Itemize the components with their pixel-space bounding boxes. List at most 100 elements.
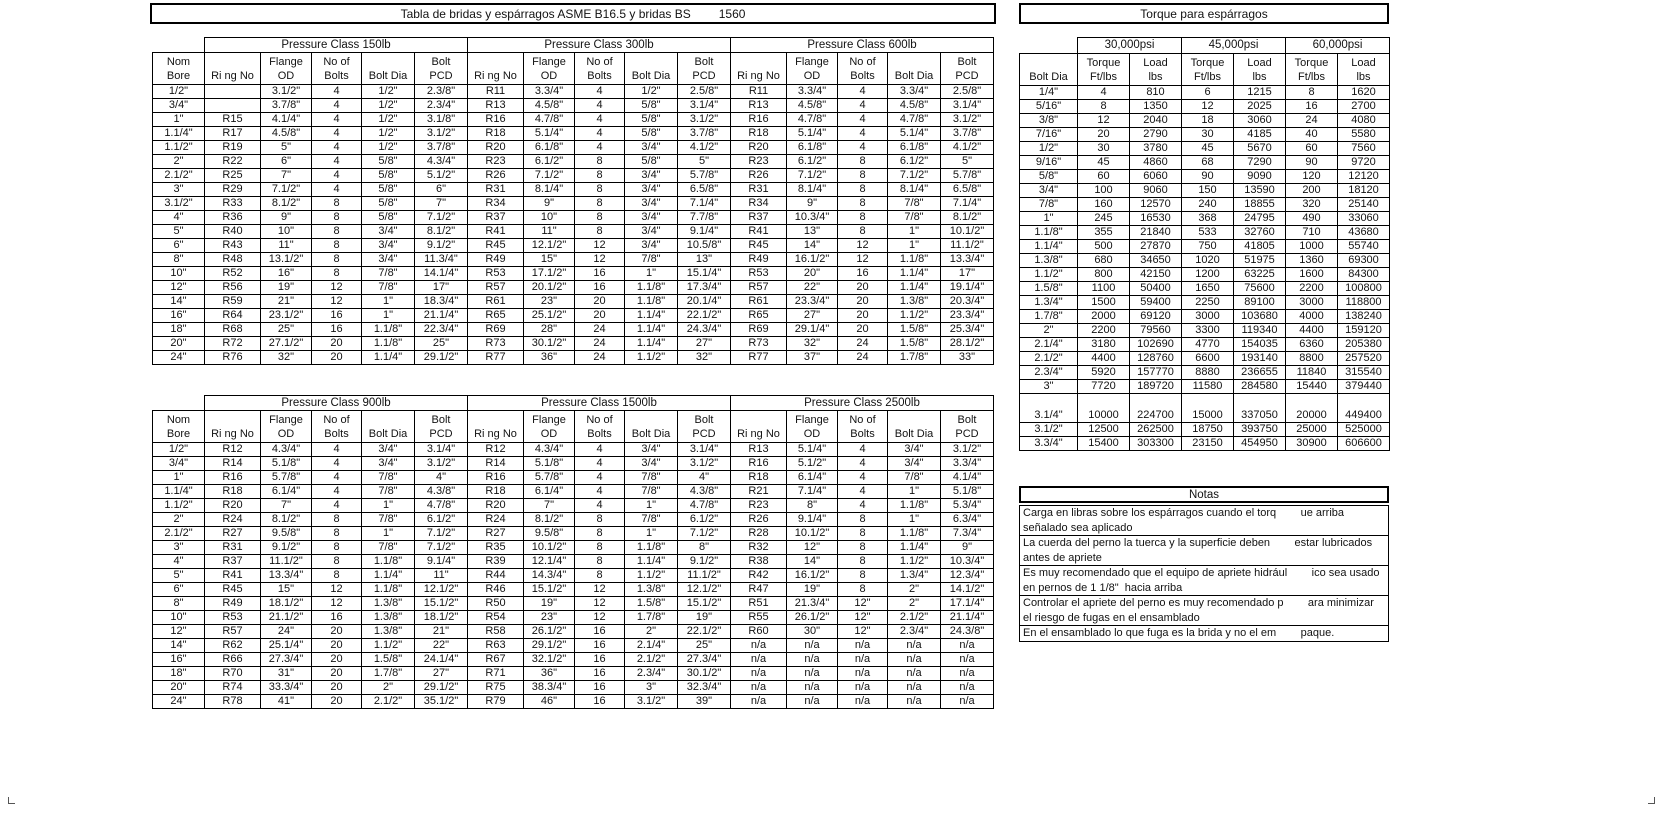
- table-cell: R45: [204, 582, 261, 597]
- table-cell: 24.3/4": [677, 322, 731, 337]
- pressure-class-title: Pressure Class 2500lb: [730, 395, 994, 411]
- table-cell: 12: [1181, 99, 1234, 114]
- table-cell: 3000: [1285, 295, 1338, 310]
- table-cell: 30: [1077, 141, 1130, 156]
- table-cell: R45: [730, 238, 787, 253]
- table-cell: 5580: [1337, 127, 1390, 142]
- table-cell: n/a: [940, 694, 994, 709]
- table-cell: 60: [1077, 169, 1130, 184]
- table-cell: 1/2": [361, 84, 415, 99]
- pressure-class-title: Pressure Class 600lb: [730, 37, 994, 53]
- table-cell: 1.5/8": [887, 322, 941, 337]
- table-cell: 2.5/8": [940, 84, 994, 99]
- pressure-class-title: Pressure Class 150lb: [204, 37, 468, 53]
- table-cell: 7.1/2": [677, 526, 731, 541]
- table-cell: 6": [414, 182, 468, 197]
- table-cell: n/a: [940, 666, 994, 681]
- page-title: Tabla de bridas y espárragos ASME B16.5 …: [400, 6, 691, 21]
- nom-bore-cell: 8": [152, 596, 205, 611]
- doc-number: 1560: [718, 6, 746, 21]
- table-cell: 7/8": [361, 266, 415, 281]
- table-cell: 7.1/2": [887, 168, 941, 183]
- table-cell: R26: [467, 168, 524, 183]
- nom-bore-cell: 24": [152, 694, 205, 709]
- table-cell: 32.3/4": [677, 680, 731, 695]
- table-cell: 10.5/8": [677, 238, 731, 253]
- table-row: 3/8" 12 2040 18 3060 24 4080: [1019, 113, 1390, 128]
- table-cell: 8.1/2": [260, 196, 312, 211]
- table-cell: 24: [837, 350, 888, 365]
- column-header: No of Bolts: [837, 52, 888, 85]
- table-cell: 8: [837, 196, 888, 211]
- table-cell: 8: [574, 182, 625, 197]
- table-cell: 1.1/2": [624, 568, 678, 583]
- table-cell: R57: [730, 280, 787, 295]
- table-cell: 11.3/4": [414, 252, 468, 267]
- column-header: Load lbs: [1233, 53, 1286, 86]
- table-cell: 224700: [1129, 393, 1182, 423]
- table-cell: 7.1/2": [414, 526, 468, 541]
- pressure-class-title: Pressure Class 1500lb: [467, 395, 731, 411]
- table-cell: 3/4": [624, 224, 678, 239]
- table-cell: 17.3/4": [677, 280, 731, 295]
- table-cell: 3.1/2": [1019, 422, 1078, 437]
- table-cell: 4: [311, 84, 362, 99]
- table-cell: R52: [204, 266, 261, 281]
- table-cell: n/a: [786, 680, 838, 695]
- table-cell: 12.1/2": [677, 582, 731, 597]
- table-cell: 1": [1019, 211, 1078, 226]
- table-cell: R40: [204, 224, 261, 239]
- table-cell: R27: [467, 526, 524, 541]
- table-row: 12" R56 19" 12 7/8" 17" R57 20.1/2" 16 1.1/8" 17.3…: [152, 280, 994, 295]
- table-cell: R72: [204, 336, 261, 351]
- table-row: 1/2" 30 3780 45 5670 60 7560: [1019, 141, 1390, 156]
- table-cell: 26.1/2": [786, 610, 838, 625]
- table-cell: 12.1/4": [523, 554, 575, 569]
- table-row: 1" 245 16530 368 24795 490 33060: [1019, 211, 1390, 226]
- table-cell: 4: [574, 126, 625, 141]
- table-cell: 3.3/4": [786, 84, 838, 99]
- table-cell: 21": [260, 294, 312, 309]
- table-cell: 7/8": [361, 540, 415, 555]
- table-cell: 7.7/8": [677, 210, 731, 225]
- table-cell: 28.1/2": [940, 336, 994, 351]
- table-cell: 3/4": [887, 442, 941, 457]
- table-cell: 5.1/4": [523, 126, 575, 141]
- table-cell: 7": [414, 196, 468, 211]
- table-cell: 13": [677, 252, 731, 267]
- table-row: 7/8" 160 12570 240 18855 320 25140: [1019, 197, 1390, 212]
- table-cell: R47: [730, 582, 787, 597]
- table-cell: R48: [204, 252, 261, 267]
- table-cell: 1/2": [361, 112, 415, 127]
- table-cell: 2.5/8": [677, 84, 731, 99]
- table-cell: 138240: [1337, 309, 1390, 324]
- table-cell: 15": [260, 582, 312, 597]
- table-cell: 1/2": [624, 84, 678, 99]
- nom-bore-cell: 20": [152, 336, 205, 351]
- table-cell: 5.1/8": [523, 456, 575, 471]
- table-cell: 1350: [1129, 99, 1182, 114]
- table-cell: R41: [204, 568, 261, 583]
- table-cell: 28": [523, 322, 575, 337]
- table-cell: 6.1/2": [786, 154, 838, 169]
- table-cell: 7": [523, 498, 575, 513]
- table-cell: 4.5/8": [786, 98, 838, 113]
- table-cell: 1": [887, 512, 941, 527]
- notes-body: Carga en libras sobre los espárragos cua…: [1019, 505, 1389, 642]
- table-cell: 5.7/8": [260, 470, 312, 485]
- table-cell: 2.1/4": [1019, 337, 1078, 352]
- table-cell: 5670: [1233, 141, 1286, 156]
- table-cell: 1.3/4": [887, 568, 941, 583]
- table-cell: 8: [311, 196, 362, 211]
- table-cell: 24": [260, 624, 312, 639]
- table-row: Nom Bore Ri ng No Flange OD No of Bolts Bolt…: [152, 52, 994, 85]
- table-cell: n/a: [730, 680, 787, 695]
- table-cell: 4.1/2": [677, 140, 731, 155]
- table-cell: 9090: [1233, 169, 1286, 184]
- table-cell: R31: [467, 182, 524, 197]
- table-cell: 6.1/2": [523, 154, 575, 169]
- table-cell: 10.1/2": [786, 526, 838, 541]
- table-cell: 2.1/2": [887, 610, 941, 625]
- table-cell: 17": [940, 266, 994, 281]
- table-cell: 12: [311, 596, 362, 611]
